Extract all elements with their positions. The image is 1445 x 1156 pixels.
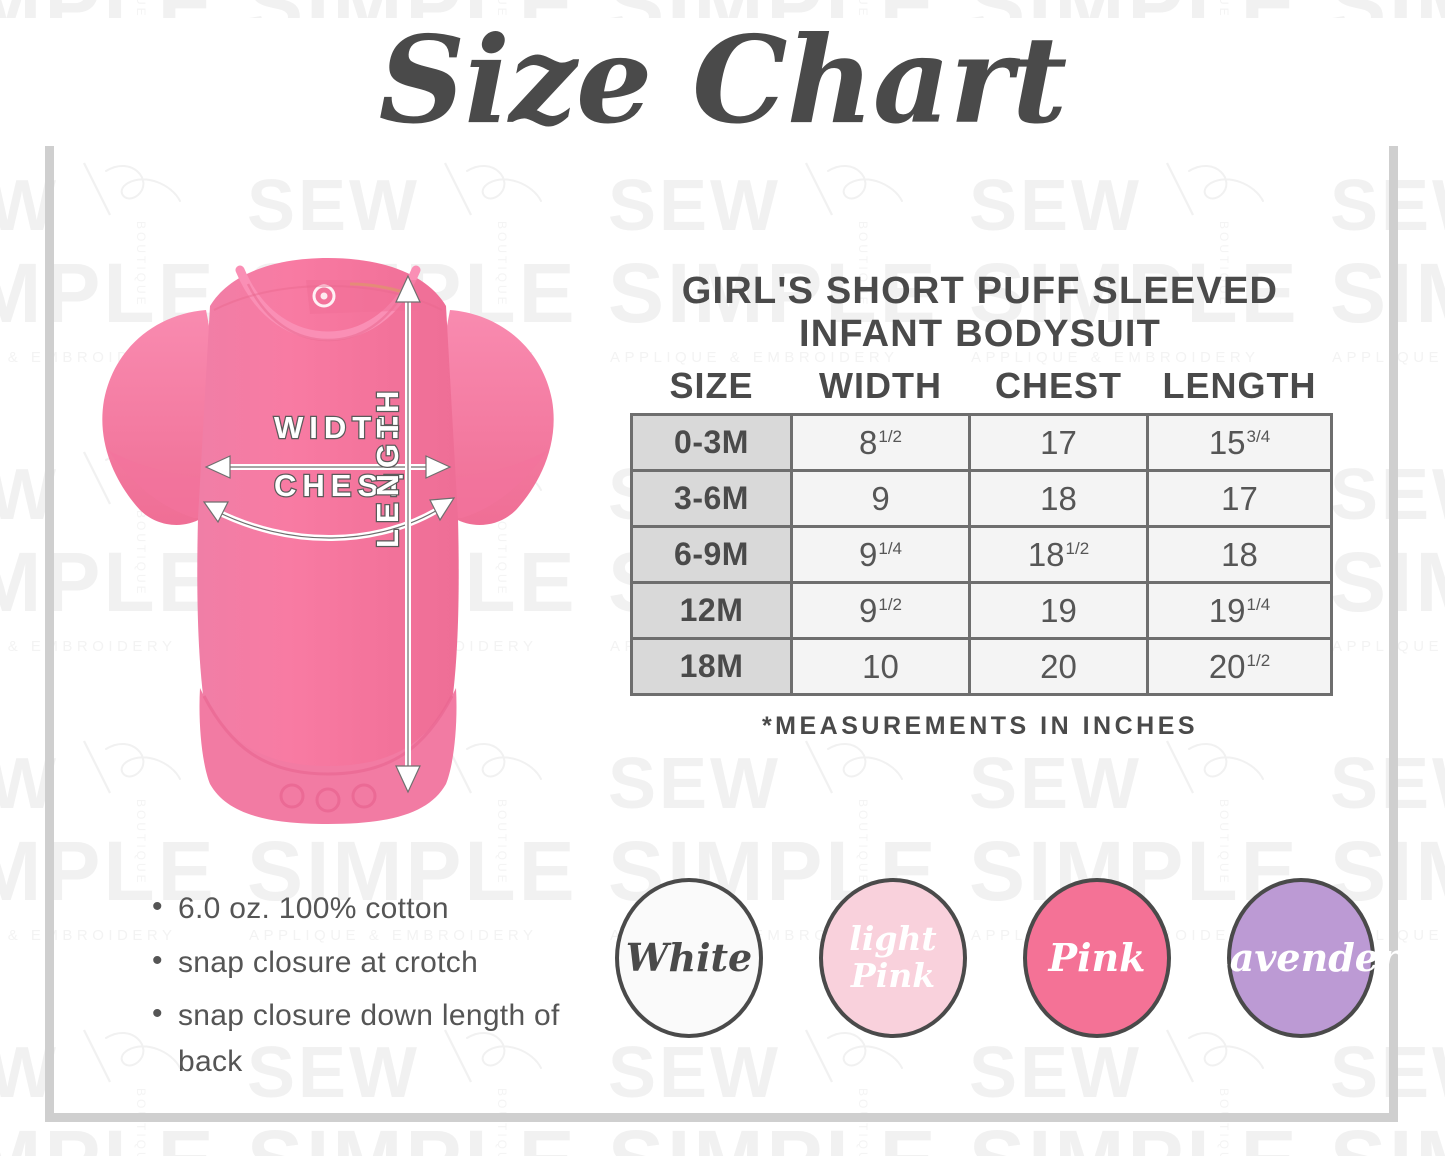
color-swatch-label: White: [625, 935, 753, 980]
feature-list: 6.0 oz. 100% cotton snap closure at crotc…: [150, 884, 590, 1092]
cell-length: 201/2: [1146, 637, 1333, 697]
shoulder-snap-icon: [312, 284, 336, 308]
chest-label: CHEST: [273, 467, 410, 505]
cell-chest: 181/2: [968, 525, 1149, 585]
cell-size: 3-6M: [630, 469, 793, 529]
cell-length: 17: [1146, 469, 1333, 529]
fraction-superscript: 3/4: [1246, 426, 1271, 446]
color-swatch[interactable]: Pink: [1023, 878, 1171, 1038]
crotch-seam: [202, 695, 454, 776]
size-table-body: 0-3M 81/2 17 153/4 3-6M 9 18 17 6-9M 91/4 181/2 18 1…: [630, 413, 1333, 697]
list-item: 6.0 oz. 100% cotton: [150, 884, 590, 932]
fraction-superscript: 1/2: [1246, 650, 1271, 670]
color-swatch-label: Pink: [1048, 935, 1146, 980]
product-info-panel: GIRL'S SHORT PUFF SLEEVED INFANT BODYSUI…: [630, 270, 1333, 741]
table-row: 3-6M 9 18 17: [630, 469, 1333, 529]
table-row: 12M 91/2 19 191/4: [630, 581, 1333, 641]
cell-size: 18M: [630, 637, 793, 697]
table-row: 18M 10 20 201/2: [630, 637, 1333, 697]
cell-width: 91/2: [790, 581, 971, 641]
product-title-line1: GIRL'S SHORT PUFF SLEEVED: [681, 270, 1279, 312]
cell-size: 12M: [630, 581, 793, 641]
snap-icon: [279, 783, 305, 809]
fraction-superscript: 1/4: [1246, 594, 1271, 614]
cell-chest: 17: [968, 413, 1149, 473]
fraction-superscript: 1/4: [878, 538, 902, 558]
snap-icon: [351, 783, 377, 809]
length-label: LENGTH: [369, 383, 407, 549]
product-title-line2: INFANT BODYSUIT: [798, 312, 1162, 355]
measurements-note: *MEASUREMENTS IN INCHES: [761, 712, 1199, 741]
snap-icon: [315, 787, 341, 813]
page-title-text: Size Chart: [352, 18, 1093, 144]
cell-length: 191/4: [1146, 581, 1333, 641]
color-swatch[interactable]: light Pink: [819, 878, 967, 1038]
fraction-superscript: 1/2: [878, 426, 902, 446]
page-title: Size Chart: [0, 18, 1445, 146]
cell-width: 91/4: [790, 525, 971, 585]
length-arrow-icon: [395, 274, 421, 794]
cell-size: 6-9M: [630, 525, 793, 585]
cell-chest: 19: [968, 581, 1149, 641]
chest-arrow-icon: [202, 497, 456, 541]
header-size: SIZE: [669, 365, 754, 407]
product-title: GIRL'S SHORT PUFF SLEEVED INFANT BODYSUI…: [630, 270, 1330, 355]
cell-chest: 18: [968, 469, 1149, 529]
color-swatch[interactable]: White: [615, 878, 763, 1038]
list-item: snap closure down length of back: [150, 991, 590, 1084]
color-swatch-label: light Pink: [849, 919, 937, 995]
cell-width: 81/2: [790, 413, 971, 473]
size-table: SIZE WIDTH CHEST LENGTH 0-3M 81/2 17 153/4 3…: [630, 365, 1333, 697]
width-label: WIDTH: [273, 409, 406, 447]
table-row: 6-9M 91/4 181/2 18: [630, 525, 1333, 585]
width-arrow-icon: [204, 455, 452, 479]
cell-length: 18: [1146, 525, 1333, 585]
header-width: WIDTH: [819, 365, 942, 407]
cell-length: 153/4: [1146, 413, 1333, 473]
cell-chest: 20: [968, 637, 1149, 697]
neck-stitch: [246, 283, 410, 342]
header-chest: CHEST: [994, 365, 1122, 407]
fraction-superscript: 1/2: [878, 594, 902, 614]
table-header-row: SIZE WIDTH CHEST LENGTH: [632, 365, 1332, 415]
bodysuit-svg: [102, 258, 554, 824]
shoulder-snap-center-icon: [320, 292, 328, 300]
garment-illustration: WIDTH CHEST LENGTH: [78, 218, 578, 838]
cell-width: 9: [790, 469, 971, 529]
cell-width: 10: [790, 637, 971, 697]
list-item: snap closure at crotch: [150, 938, 590, 986]
table-row: 0-3M 81/2 17 153/4: [630, 413, 1333, 473]
crotch-panel: [199, 688, 457, 824]
header-length: LENGTH: [1162, 365, 1317, 407]
color-swatch-group: White light Pink Pink Lavender: [615, 873, 1399, 1043]
color-swatch[interactable]: Lavender: [1203, 878, 1399, 1038]
cell-size: 0-3M: [630, 413, 793, 473]
fraction-superscript: 1/2: [1065, 538, 1090, 558]
color-swatch-label: Lavender: [1203, 935, 1399, 980]
